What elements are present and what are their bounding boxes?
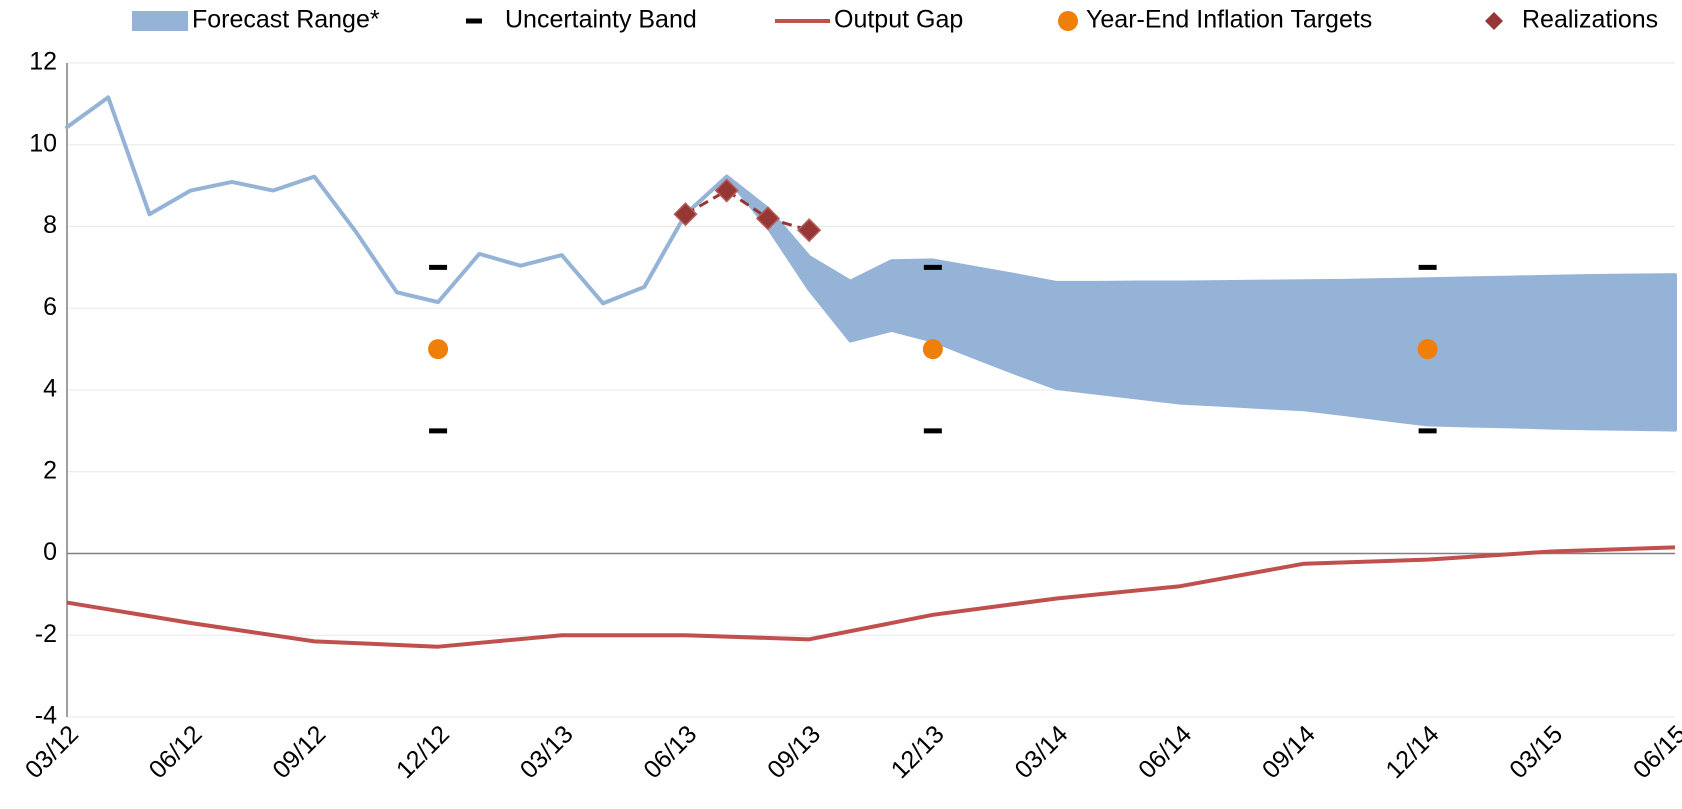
y-tick-label: -4 <box>35 702 57 730</box>
inflation-target <box>922 339 943 360</box>
x-tick-label: 06/14 <box>1133 720 1197 784</box>
x-tick-label: 03/12 <box>20 720 84 784</box>
realization <box>755 206 780 231</box>
forecast-range <box>65 95 1677 432</box>
y-tick-label: 0 <box>43 538 57 566</box>
x-tick-label: 06/13 <box>638 720 702 784</box>
x-tick-label: 03/15 <box>1504 720 1568 784</box>
x-tick-label: 12/13 <box>886 720 950 784</box>
legend-label: Uncertainty Band <box>505 6 697 34</box>
legend-label: Realizations <box>1522 6 1658 34</box>
y-tick-label: 2 <box>43 456 57 484</box>
x-tick-label: 12/14 <box>1380 720 1444 784</box>
legend-label: Output Gap <box>834 6 963 34</box>
legend-label: Forecast Range* <box>192 6 380 34</box>
x-tick-label: 09/14 <box>1257 720 1321 784</box>
y-tick-label: -2 <box>35 620 57 648</box>
legend-swatch <box>132 11 188 31</box>
y-tick-label: 10 <box>29 129 57 157</box>
legend-label: Year-End Inflation Targets <box>1086 6 1372 34</box>
y-tick-label: 12 <box>29 48 57 76</box>
realization-line <box>684 188 810 232</box>
realization <box>714 178 739 203</box>
y-tick-label: 8 <box>43 211 57 239</box>
x-tick-label: 09/12 <box>267 720 331 784</box>
realization <box>797 218 822 243</box>
x-tick-label: 03/13 <box>515 720 579 784</box>
x-tick-label: 12/12 <box>391 720 455 784</box>
legend-swatch <box>1485 12 1503 30</box>
y-tick-label: 4 <box>43 375 57 403</box>
inflation-target <box>428 339 449 360</box>
realization <box>673 202 698 227</box>
x-tick-label: 03/14 <box>1009 720 1073 784</box>
y-tick-label: 6 <box>43 293 57 321</box>
x-tick-label: 06/15 <box>1628 720 1682 784</box>
legend-swatch <box>1058 11 1078 31</box>
output-gap-line <box>66 545 1676 649</box>
x-tick-label: 09/13 <box>762 720 826 784</box>
inflation-target <box>1417 339 1438 360</box>
x-tick-label: 06/12 <box>144 720 208 784</box>
